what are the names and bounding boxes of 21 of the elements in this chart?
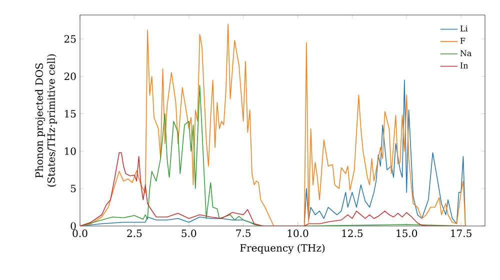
x-tick-label: 0.0 [72, 230, 88, 238]
legend-label: In [460, 62, 468, 68]
legend-label: Li [460, 26, 468, 32]
y-tick-label: 25 [64, 35, 76, 43]
line-series [80, 152, 466, 226]
y-tick-label: 20 [64, 72, 76, 80]
y-tick-label: 15 [64, 110, 76, 118]
x-tick-label: 17.5 [451, 230, 472, 238]
y-tick-label: 10 [64, 147, 76, 155]
x-tick-label: 7.5 [236, 230, 250, 237]
x-tick-label: 2.5 [127, 230, 142, 238]
legend-label: F [460, 38, 466, 44]
x-tick-label: 12.5 [342, 230, 363, 238]
x-tick-label: 5.0 [182, 230, 196, 238]
x-axis-title: Frequency (THz) [240, 244, 325, 254]
y-axis-title: Phonon projected DOS (States/THz·primitive cell) [35, 54, 57, 187]
y-tick-label: 0 [70, 222, 76, 230]
x-tick-label: 10.0 [288, 230, 308, 238]
legend-label: Na [460, 50, 472, 56]
x-tick-label: 15.0 [396, 230, 418, 238]
y-tick-label: 5 [70, 184, 76, 192]
